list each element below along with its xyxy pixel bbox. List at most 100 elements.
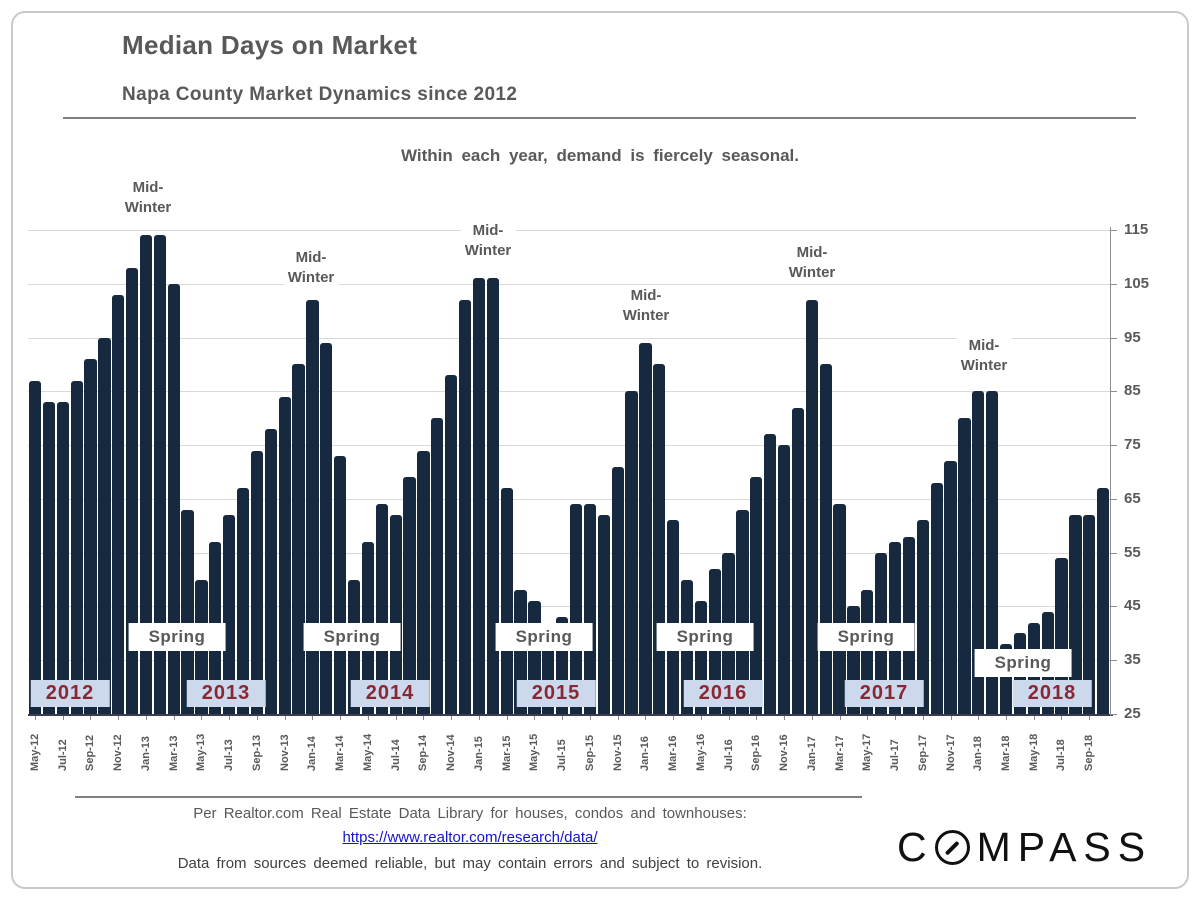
logo-text-right: MPASS xyxy=(976,824,1153,870)
midwinter-annotation-6: Mid- Winter xyxy=(956,336,1012,376)
x-tick-May-13 xyxy=(201,716,203,720)
x-axis-label-Jul-17: Jul-17 xyxy=(889,739,901,771)
x-axis-label-Jan-14: Jan-14 xyxy=(306,736,319,771)
bar-Jun-14 xyxy=(375,504,388,714)
y-tick-25 xyxy=(1110,714,1117,715)
x-tick-Jan-18 xyxy=(978,716,980,720)
y-tick-95 xyxy=(1110,337,1117,339)
gridline-35 xyxy=(28,660,1110,662)
bar-Dec-15 xyxy=(625,391,638,714)
y-axis-label-115: 115 xyxy=(1124,221,1149,238)
x-axis-label-Jul-13: Jul-13 xyxy=(223,739,236,771)
chart-tagline: Within each year, demand is fiercely sea… xyxy=(400,146,799,165)
bar-Aug-13 xyxy=(236,488,250,714)
x-tick-Sep-13 xyxy=(256,716,258,720)
gridline-85 xyxy=(28,391,1110,393)
spring-annotation-1: Spring xyxy=(128,623,226,651)
spring-annotation-2: Spring xyxy=(303,623,401,651)
gridline-45 xyxy=(28,606,1110,608)
x-tick-Mar-13 xyxy=(173,716,175,720)
x-axis-label-Nov-12: Nov-12 xyxy=(112,734,125,771)
y-tick-85 xyxy=(1110,391,1117,393)
x-axis-label-Mar-13: Mar-13 xyxy=(167,735,180,771)
bar-Feb-18 xyxy=(986,391,999,714)
y-axis-label-75: 75 xyxy=(1124,436,1141,454)
bar-Mar-13 xyxy=(167,283,180,714)
x-tick-Sep-17 xyxy=(922,716,924,720)
x-axis-label-Sep-13: Sep-13 xyxy=(250,734,263,771)
bar-Oct-15 xyxy=(597,515,610,714)
bar-Oct-12 xyxy=(98,337,111,714)
bar-Nov-14 xyxy=(445,375,458,714)
spring-annotation-3: Spring xyxy=(495,623,593,651)
year-badge-2014: 2014 xyxy=(350,680,430,707)
x-tick-Jan-14 xyxy=(312,716,314,720)
x-axis-label-Jan-18: Jan-18 xyxy=(972,736,985,771)
x-tick-Jul-18 xyxy=(1061,716,1063,720)
y-axis-label-85: 85 xyxy=(1124,382,1141,400)
bar-Dec-12 xyxy=(126,267,139,714)
spring-annotation-6: Spring xyxy=(974,649,1072,677)
x-tick-Sep-12 xyxy=(90,716,92,720)
x-axis-label-May-17: May-17 xyxy=(861,733,874,771)
bar-Jan-18 xyxy=(972,391,985,714)
y-tick-65 xyxy=(1110,498,1117,500)
year-badge-2016: 2016 xyxy=(683,680,763,707)
x-tick-Sep-14 xyxy=(423,716,425,720)
x-tick-Nov-17 xyxy=(950,716,952,720)
bar-Jul-14 xyxy=(389,515,402,714)
x-axis-label-May-16: May-16 xyxy=(694,733,707,771)
footer-disclaimer: Data from sources deemed reliable, but m… xyxy=(177,855,763,872)
x-axis-label-Jan-17: Jan-17 xyxy=(805,736,818,771)
y-tick-75 xyxy=(1110,445,1117,447)
y-axis-label-95: 95 xyxy=(1124,328,1141,346)
bar-Aug-18 xyxy=(1069,515,1082,714)
midwinter-annotation-3: Mid- Winter xyxy=(460,221,516,261)
x-axis-label-May-13: May-13 xyxy=(195,733,208,771)
x-axis-label-Mar-14: Mar-14 xyxy=(334,735,347,771)
x-axis-label-Sep-16: Sep-16 xyxy=(750,734,763,771)
bar-Nov-15 xyxy=(611,466,624,714)
bar-Aug-16 xyxy=(736,509,749,714)
x-tick-Jan-16 xyxy=(645,716,647,720)
x-axis-label-Sep-14: Sep-14 xyxy=(417,734,430,771)
x-tick-Nov-15 xyxy=(617,716,619,720)
bar-Apr-13 xyxy=(181,509,194,714)
compass-needle-icon xyxy=(944,840,960,855)
x-tick-Jul-14 xyxy=(395,716,397,720)
bar-Aug-15 xyxy=(569,504,583,714)
x-axis-label-Mar-16: Mar-16 xyxy=(667,735,679,771)
y-axis-label-45: 45 xyxy=(1124,597,1141,615)
bar-Dec-16 xyxy=(791,407,805,714)
x-tick-Sep-18 xyxy=(1089,716,1091,720)
x-tick-Jul-13 xyxy=(229,716,231,720)
x-tick-Jul-16 xyxy=(728,716,730,720)
x-axis-label-Jul-12: Jul-12 xyxy=(56,739,69,771)
spring-annotation-4: Spring xyxy=(656,623,754,651)
x-tick-Jan-17 xyxy=(811,716,813,720)
x-axis-label-Nov-17: Nov-17 xyxy=(944,734,957,771)
gridline-75 xyxy=(28,445,1110,447)
x-axis-label-Jan-16: Jan-16 xyxy=(639,736,652,771)
bar-Mar-15 xyxy=(500,488,513,714)
x-axis-label-Nov-16: Nov-16 xyxy=(778,734,790,771)
bar-Nov-13 xyxy=(278,396,291,714)
bar-May-12 xyxy=(28,380,42,714)
y-axis-label-25: 25 xyxy=(1124,705,1141,722)
midwinter-annotation-2: Mid- Winter xyxy=(283,248,339,288)
x-axis-label-Sep-17: Sep-17 xyxy=(916,734,929,771)
x-tick-May-14 xyxy=(367,716,369,720)
y-tick-105 xyxy=(1110,283,1117,285)
bar-Jan-17 xyxy=(805,299,818,714)
footer: Per Realtor.com Real Estate Data Library… xyxy=(80,805,860,872)
x-tick-Nov-13 xyxy=(284,716,286,720)
x-axis-label-Jul-16: Jul-16 xyxy=(722,739,735,771)
bar-Jan-14 xyxy=(306,299,319,714)
x-tick-Jul-17 xyxy=(895,716,896,720)
x-tick-Mar-14 xyxy=(340,716,342,720)
footer-link[interactable]: https://www.realtor.com/research/data/ xyxy=(342,829,598,846)
x-tick-Sep-15 xyxy=(589,716,591,720)
bar-Jul-13 xyxy=(223,515,236,714)
bar-Sep-17 xyxy=(916,520,929,714)
midwinter-annotation-4: Mid- Winter xyxy=(618,286,674,326)
